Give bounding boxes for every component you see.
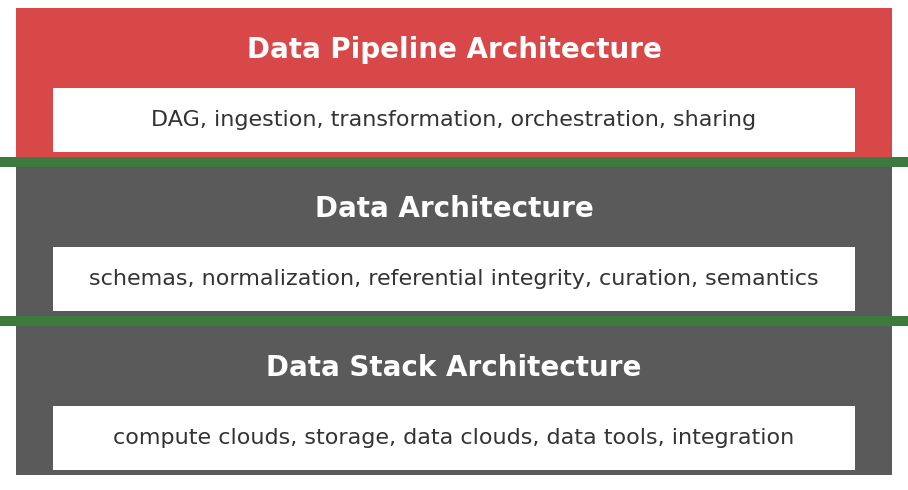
Bar bbox=[53, 247, 855, 311]
Text: Data Pipeline Architecture: Data Pipeline Architecture bbox=[247, 36, 661, 65]
Bar bbox=[0, 157, 908, 167]
Bar bbox=[0, 316, 908, 326]
Bar bbox=[53, 88, 855, 152]
Bar bbox=[53, 406, 855, 470]
Bar bbox=[16, 167, 892, 316]
Text: Data Stack Architecture: Data Stack Architecture bbox=[266, 354, 642, 383]
Bar bbox=[16, 8, 892, 157]
Text: Data Architecture: Data Architecture bbox=[315, 196, 593, 223]
Text: compute clouds, storage, data clouds, data tools, integration: compute clouds, storage, data clouds, da… bbox=[114, 428, 794, 448]
Bar bbox=[16, 326, 892, 475]
Text: DAG, ingestion, transformation, orchestration, sharing: DAG, ingestion, transformation, orchestr… bbox=[152, 110, 756, 130]
Text: schemas, normalization, referential integrity, curation, semantics: schemas, normalization, referential inte… bbox=[89, 269, 819, 289]
